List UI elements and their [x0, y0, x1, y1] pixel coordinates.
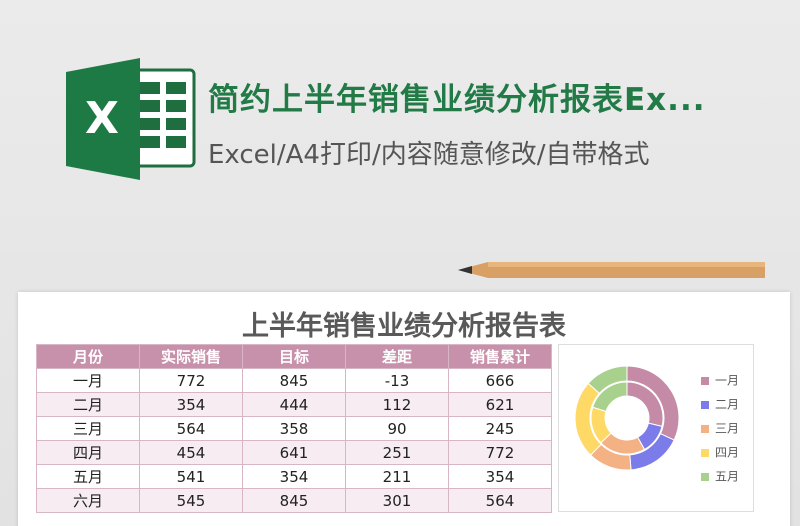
legend-label: 二月 [715, 398, 739, 412]
icon-grid [140, 82, 186, 148]
table-row: 五月 541 354 211 354 [36, 464, 552, 489]
table-row: 三月 564 358 90 245 [36, 416, 552, 441]
cell: 564 [448, 488, 552, 513]
cell: 772 [139, 368, 243, 393]
cell: 301 [345, 488, 449, 513]
cell: 三月 [36, 416, 140, 441]
legend-swatch [701, 425, 709, 433]
column-header: 目标 [242, 344, 346, 369]
donut-slice [592, 381, 628, 413]
legend-label: 三月 [715, 422, 739, 436]
legend-label: 一月 [715, 374, 739, 388]
sheet-title: 上半年销售业绩分析报告表 [242, 311, 566, 342]
cell: 454 [139, 440, 243, 465]
cell: 90 [345, 416, 449, 441]
cell: 358 [242, 416, 346, 441]
cell: 641 [242, 440, 346, 465]
icon-x: X [85, 93, 119, 144]
cell: 541 [139, 464, 243, 489]
table-row: 四月 454 641 251 772 [36, 440, 552, 465]
cell: 444 [242, 392, 346, 417]
legend-label: 四月 [715, 446, 739, 460]
cell: 545 [139, 488, 243, 513]
legend-swatch [701, 377, 709, 385]
column-header: 实际销售 [139, 344, 243, 369]
cell: 245 [448, 416, 552, 441]
table-row: 六月 545 845 301 564 [36, 488, 552, 513]
cell: 251 [345, 440, 449, 465]
cell: 845 [242, 488, 346, 513]
pencil-shine [488, 262, 765, 267]
cell: -13 [345, 368, 449, 393]
cell: 五月 [36, 464, 140, 489]
cell: 666 [448, 368, 552, 393]
sheet: 上半年销售业绩分析报告表 月份 实际销售 目标 差距 销售累计 一月 772 845 -13 66… [18, 292, 790, 526]
legend-swatch [701, 401, 709, 409]
column-header: 销售累计 [448, 344, 552, 369]
cell: 845 [242, 368, 346, 393]
cell: 211 [345, 464, 449, 489]
table-row: 二月 354 444 112 621 [36, 392, 552, 417]
cell: 621 [448, 392, 552, 417]
cell: 354 [242, 464, 346, 489]
title: 简约上半年销售业绩分析报表Ex... [208, 82, 706, 118]
cell: 564 [139, 416, 243, 441]
legend-swatch [701, 473, 709, 481]
icon-book [66, 58, 140, 180]
header-row: 月份 实际销售 目标 差距 销售累计 [36, 344, 552, 369]
cell: 四月 [36, 440, 140, 465]
cell: 二月 [36, 392, 140, 417]
legend-label: 五月 [715, 470, 739, 484]
legend-swatch [701, 449, 709, 457]
cell: 772 [448, 440, 552, 465]
cell: 一月 [36, 368, 140, 393]
column-header: 月份 [36, 344, 140, 369]
cell: 六月 [36, 488, 140, 513]
pencil-tip [458, 266, 472, 274]
donut-slice [587, 365, 628, 395]
cell: 354 [139, 392, 243, 417]
cell: 112 [345, 392, 449, 417]
chart-box: 一月二月三月四月五月 [558, 344, 754, 512]
cell: 354 [448, 464, 552, 489]
subtitle: Excel/A4打印/内容随意修改/自带格式 [208, 140, 650, 170]
column-header: 差距 [345, 344, 449, 369]
table-row: 一月 772 845 -13 666 [36, 368, 552, 393]
table: 月份 实际销售 目标 差距 销售累计 一月 772 845 -13 666 二月 354 444 112 6… [36, 344, 552, 513]
